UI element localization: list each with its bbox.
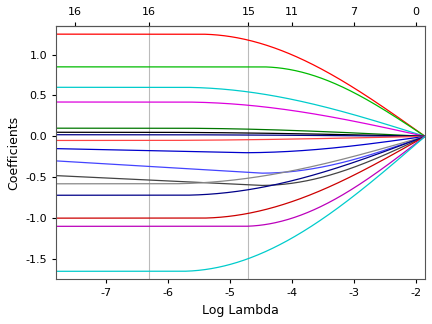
Y-axis label: Coefficients: Coefficients <box>7 116 20 190</box>
X-axis label: Log Lambda: Log Lambda <box>202 304 279 317</box>
